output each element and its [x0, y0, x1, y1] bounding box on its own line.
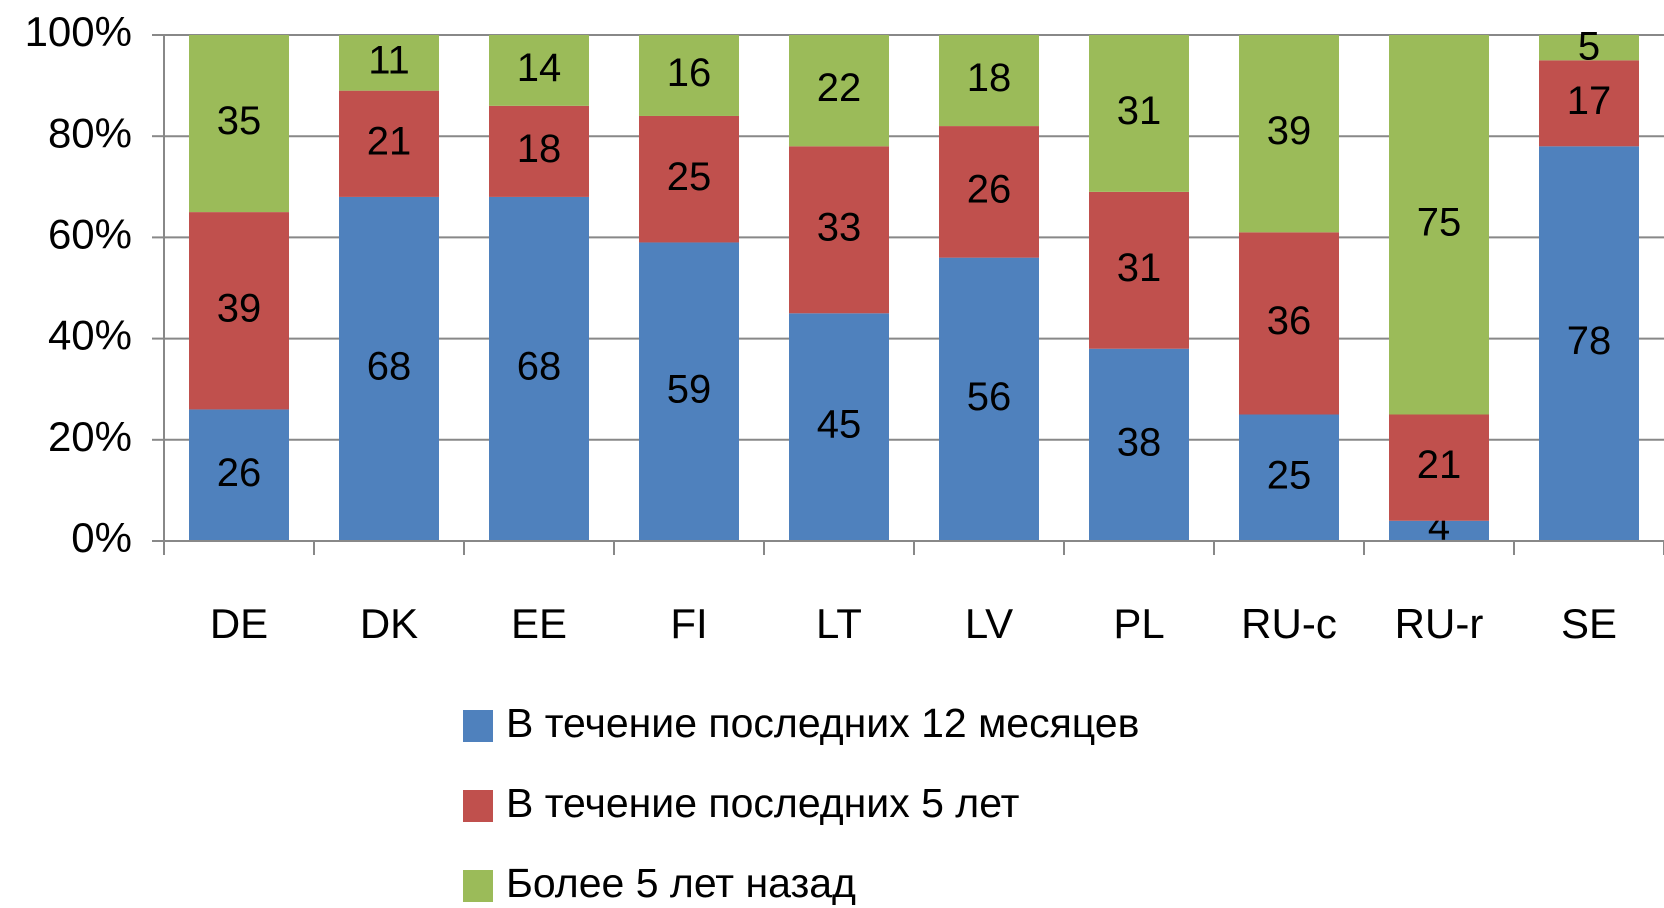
bar-segment	[1389, 414, 1489, 521]
bar-segment	[789, 313, 889, 541]
bar-segment	[639, 35, 739, 116]
bar-segment	[639, 115, 739, 243]
y-tick-label: 80%	[48, 109, 132, 156]
bar-segment	[489, 105, 589, 197]
bar-segment	[1239, 35, 1339, 233]
legend-label: В течение последних 12 месяцев	[506, 700, 1139, 746]
bar-segment	[339, 90, 439, 197]
data-label: 21	[1417, 443, 1462, 487]
y-tick-label: 100%	[25, 8, 132, 55]
data-label: 25	[667, 155, 712, 199]
data-label: 59	[667, 367, 712, 411]
y-tick-label: 40%	[48, 312, 132, 359]
bar-segment	[1539, 35, 1639, 61]
data-label: 17	[1567, 79, 1612, 123]
data-label: 68	[367, 345, 412, 389]
data-label: 31	[1117, 89, 1162, 133]
x-tick-label: LT	[816, 600, 862, 647]
data-label: 11	[368, 38, 410, 82]
bar-segment	[189, 35, 289, 213]
bar-segment	[189, 409, 289, 541]
data-label: 16	[667, 51, 712, 95]
bar-segment	[1539, 146, 1639, 541]
bar-segment	[1239, 414, 1339, 541]
x-tick-label: EE	[511, 600, 567, 647]
data-label: 39	[217, 286, 262, 330]
y-tick-label: 20%	[48, 413, 132, 460]
data-label: 21	[367, 119, 412, 163]
x-tick-label: PL	[1113, 600, 1164, 647]
bar-segment	[489, 196, 589, 542]
data-label: 26	[217, 451, 262, 495]
data-label: 31	[1117, 246, 1162, 290]
x-tick-label: RU-r	[1395, 600, 1484, 647]
bar-segment	[1389, 35, 1489, 415]
x-tick-label: DE	[210, 600, 268, 647]
data-label: 38	[1117, 420, 1162, 464]
bar-segment	[1089, 35, 1189, 192]
data-label: 35	[217, 99, 262, 143]
x-tick-label: RU-c	[1241, 600, 1337, 647]
bar-segment	[789, 35, 889, 147]
data-label: 26	[967, 167, 1012, 211]
data-label: 5	[1578, 25, 1600, 69]
bar-segment	[639, 242, 739, 541]
bar-segment	[789, 146, 889, 314]
data-label: 18	[517, 127, 562, 171]
legend-swatch	[463, 790, 493, 822]
y-tick-label: 0%	[71, 514, 132, 561]
x-tick-label: SE	[1561, 600, 1617, 647]
data-label: 22	[817, 66, 862, 110]
bar-segment	[339, 196, 439, 542]
bar-segment	[1089, 348, 1189, 541]
data-label: 75	[1417, 200, 1462, 244]
data-label: 68	[517, 345, 562, 389]
bar-segment	[489, 35, 589, 106]
bar-segment	[1539, 60, 1639, 147]
legend-swatch	[463, 870, 493, 902]
data-label: 45	[817, 403, 862, 447]
y-tick-label: 60%	[48, 210, 132, 257]
data-label: 33	[817, 205, 862, 249]
legend-label: В течение последних 5 лет	[506, 780, 1020, 826]
bar-segment	[939, 257, 1039, 541]
data-label: 18	[967, 56, 1012, 100]
x-tick-label: LV	[965, 600, 1013, 647]
bar-segment	[1089, 191, 1189, 349]
data-label: 14	[517, 46, 562, 90]
data-label: 78	[1567, 319, 1612, 363]
bar-segment	[339, 35, 439, 91]
legend-swatch	[463, 710, 493, 742]
x-tick-label: FI	[670, 600, 707, 647]
bar-segment	[939, 126, 1039, 258]
data-label: 39	[1267, 109, 1312, 153]
legend-label: Более 5 лет назад	[506, 860, 856, 906]
bar-segment	[189, 212, 289, 410]
data-label: 36	[1267, 299, 1312, 343]
data-label: 56	[967, 375, 1012, 419]
data-label: 25	[1267, 453, 1312, 497]
bar-segment	[939, 35, 1039, 127]
x-tick-label: DK	[360, 600, 418, 647]
bar-segment	[1239, 232, 1339, 415]
bar-segment	[1389, 520, 1489, 541]
